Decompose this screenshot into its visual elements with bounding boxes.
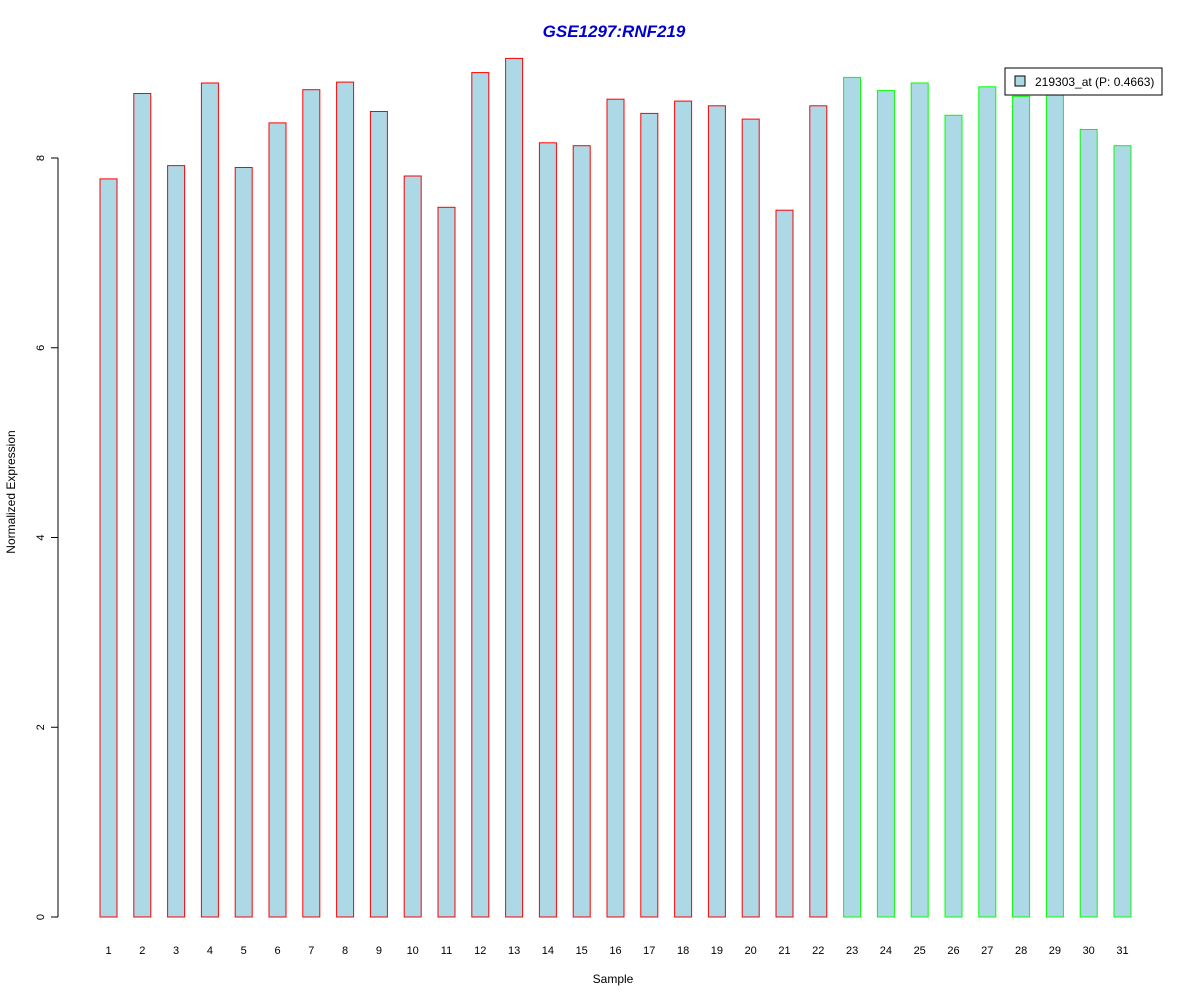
x-tick-label: 15 (576, 945, 588, 957)
x-axis-label: Sample (593, 972, 634, 986)
x-tick-label: 23 (846, 945, 858, 957)
bar-sample-30 (1079, 129, 1098, 918)
bar-sample-18 (674, 100, 693, 918)
x-tick-label: 28 (1015, 945, 1027, 957)
bar-sample-23 (843, 76, 862, 918)
x-tick-label: 2 (139, 945, 145, 957)
x-tick-label: 30 (1083, 945, 1095, 957)
y-tick-label: 0 (35, 914, 47, 920)
x-tick-label: 12 (474, 945, 486, 957)
bar-sample-21 (775, 209, 794, 918)
x-tick-label: 1 (105, 945, 111, 957)
x-tick-label: 21 (778, 945, 790, 957)
legend-swatch (1014, 75, 1026, 87)
bar-sample-8 (336, 81, 355, 918)
bar-sample-1 (99, 178, 118, 918)
bar-sample-10 (403, 175, 422, 918)
x-tick-label: 4 (207, 945, 213, 957)
bar-sample-7 (302, 89, 321, 918)
y-axis-label: Normalized Expression (4, 430, 18, 553)
x-tick-label: 7 (308, 945, 314, 957)
x-tick-label: 27 (981, 945, 993, 957)
x-tick-label: 25 (914, 945, 926, 957)
x-tick-label: 9 (376, 945, 382, 957)
x-tick-label: 24 (880, 945, 892, 957)
bar-sample-29 (1045, 93, 1064, 918)
bar-sample-20 (741, 118, 760, 918)
x-tick-label: 22 (812, 945, 824, 957)
x-tick-labels: 1 2 3 4 5 6 7 8 9 10 11 12 13 14 15 16 17 18 19 20 21 22 23 24 2… (105, 945, 1128, 957)
x-tick-label: 13 (508, 945, 520, 957)
legend: 219303_at (P: 0.4663) (1004, 67, 1163, 96)
bar-sample-15 (572, 145, 591, 918)
bar-sample-14 (538, 142, 557, 918)
x-tick-label: 14 (542, 945, 554, 957)
x-tick-label: 6 (274, 945, 280, 957)
x-tick-label: 10 (407, 945, 419, 957)
bar-sample-22 (809, 105, 828, 918)
bar-sample-2 (133, 93, 152, 918)
bar-sample-31 (1113, 145, 1132, 918)
x-tick-label: 18 (677, 945, 689, 957)
bar-sample-26 (944, 114, 963, 918)
bar-sample-11 (437, 206, 456, 918)
bar-sample-4 (200, 82, 219, 918)
bar-sample-28 (1012, 95, 1031, 918)
bar-sample-3 (167, 165, 186, 918)
bars (99, 57, 1132, 918)
bar-sample-27 (978, 86, 997, 918)
x-tick-label: 5 (241, 945, 247, 957)
y-tick-label: 6 (35, 345, 47, 351)
x-tick-label: 17 (643, 945, 655, 957)
x-tick-label: 29 (1049, 945, 1061, 957)
bar-sample-16 (606, 98, 625, 918)
x-tick-label: 19 (711, 945, 723, 957)
legend-box (1004, 67, 1163, 96)
bar-sample-17 (640, 112, 659, 918)
bar-sample-24 (876, 90, 895, 918)
bar-sample-19 (707, 105, 726, 918)
bar-sample-9 (369, 111, 388, 918)
x-tick-label: 8 (342, 945, 348, 957)
x-tick-label: 26 (947, 945, 959, 957)
bar-sample-25 (910, 82, 929, 918)
y-tick-label: 8 (35, 155, 47, 161)
x-tick-label: 11 (441, 945, 452, 957)
bar-sample-12 (471, 72, 490, 918)
y-tick-label: 4 (35, 534, 47, 540)
x-tick-label: 20 (745, 945, 757, 957)
y-axis: 0 2 4 6 8 (35, 155, 59, 920)
legend-entry: 219303_at (P: 0.4663) (1035, 75, 1154, 89)
bar-sample-5 (234, 167, 253, 918)
x-tick-label: 31 (1116, 945, 1128, 957)
bar-sample-13 (505, 57, 524, 918)
chart-title: GSE1297:RNF219 (543, 22, 686, 41)
bar-sample-6 (268, 122, 287, 918)
y-tick-label: 2 (35, 724, 47, 730)
x-tick-label: 16 (609, 945, 621, 957)
x-tick-label: 3 (173, 945, 179, 957)
